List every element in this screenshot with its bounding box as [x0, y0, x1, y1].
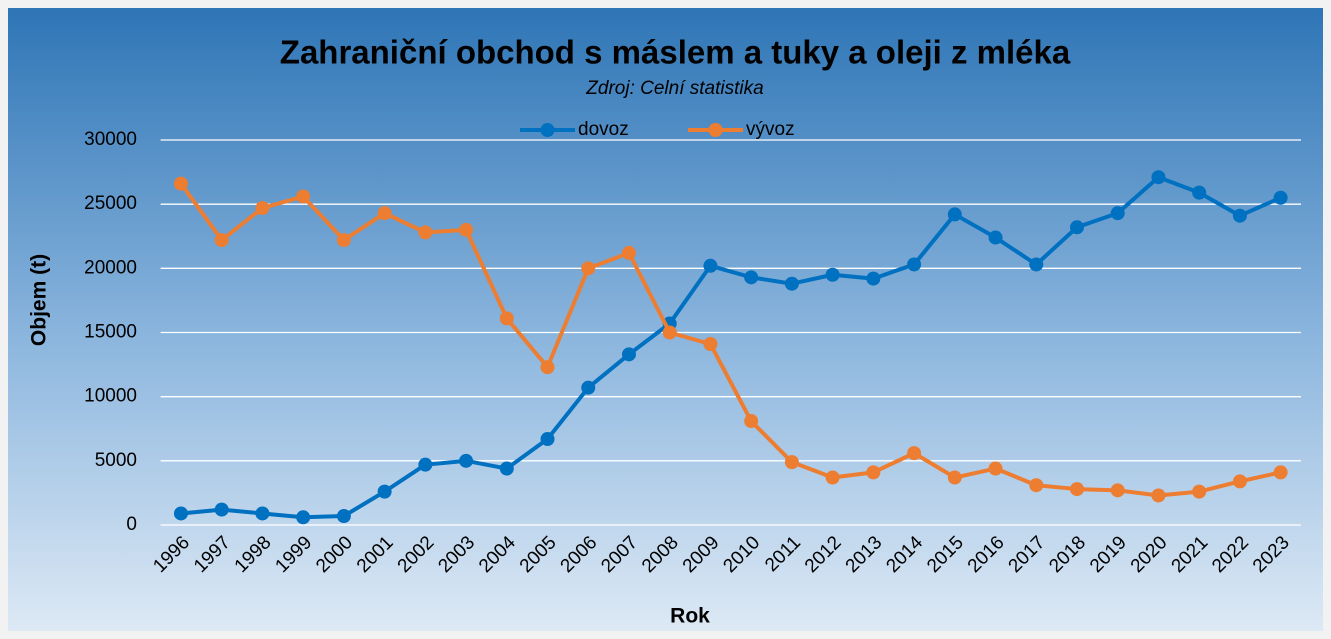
data-point	[744, 270, 759, 285]
chart-subtitle: Zdroj: Celní statistika	[585, 78, 763, 99]
y-tick-label: 25000	[84, 193, 137, 214]
data-point	[1110, 206, 1125, 221]
data-point	[1029, 257, 1044, 272]
data-point	[499, 461, 514, 476]
data-point	[1273, 190, 1288, 205]
data-point	[459, 222, 474, 237]
data-point	[866, 465, 881, 480]
data-point	[907, 446, 922, 461]
data-point	[377, 206, 392, 221]
series-line	[179, 182, 1282, 498]
data-point	[621, 245, 636, 260]
data-point	[947, 207, 962, 222]
legend-label: dovoz	[578, 119, 629, 140]
data-point	[173, 506, 188, 521]
series-line	[180, 175, 1282, 520]
data-point	[581, 261, 596, 276]
data-point	[173, 176, 188, 191]
data-point	[1069, 220, 1084, 235]
data-point	[988, 461, 1003, 476]
data-point	[1069, 482, 1084, 497]
data-point	[703, 337, 718, 352]
data-point	[621, 347, 636, 362]
data-point	[1029, 478, 1044, 493]
data-point	[662, 325, 677, 340]
data-point	[581, 380, 596, 395]
data-point	[418, 225, 433, 240]
data-point	[336, 509, 351, 524]
data-point	[825, 267, 840, 282]
data-point	[336, 233, 351, 248]
y-tick-label: 30000	[84, 129, 137, 150]
data-point	[988, 230, 1003, 245]
data-point	[296, 510, 311, 525]
data-point	[214, 233, 229, 248]
data-point	[1151, 488, 1166, 503]
data-point	[703, 258, 718, 273]
data-point	[784, 455, 799, 470]
data-point	[214, 502, 229, 517]
legend-marker	[708, 123, 723, 137]
data-point	[947, 470, 962, 485]
y-tick-label: 5000	[95, 450, 137, 471]
data-point	[255, 506, 270, 521]
data-point	[744, 414, 759, 429]
data-point	[1273, 465, 1288, 480]
data-point	[1192, 185, 1207, 200]
data-point	[907, 257, 922, 272]
y-axis-title: Objem (t)	[28, 254, 51, 346]
data-point	[1232, 474, 1247, 489]
y-tick-label: 20000	[84, 257, 137, 278]
data-point	[540, 432, 555, 447]
legend-marker	[540, 123, 555, 137]
data-point	[866, 271, 881, 286]
data-point	[377, 484, 392, 499]
data-point	[1151, 170, 1166, 185]
plot	[173, 170, 1288, 525]
chart-title: Zahraniční obchod s máslem a tuky a olej…	[280, 34, 1071, 71]
data-point	[418, 457, 433, 472]
data-point	[459, 453, 474, 468]
y-tick-label: 10000	[84, 386, 137, 407]
data-point	[825, 470, 840, 485]
y-tick-label: 15000	[84, 322, 137, 343]
data-point	[499, 311, 514, 326]
x-axis-title: Rok	[670, 605, 710, 628]
data-point	[1110, 483, 1125, 498]
data-point	[540, 360, 555, 375]
y-tick-label: 0	[126, 514, 137, 535]
legend-label: vývoz	[746, 119, 795, 140]
data-point	[784, 276, 799, 291]
data-point	[255, 201, 270, 216]
data-point	[1192, 484, 1207, 499]
data-point	[296, 189, 311, 204]
grid	[160, 139, 1301, 526]
data-point	[1232, 208, 1247, 223]
